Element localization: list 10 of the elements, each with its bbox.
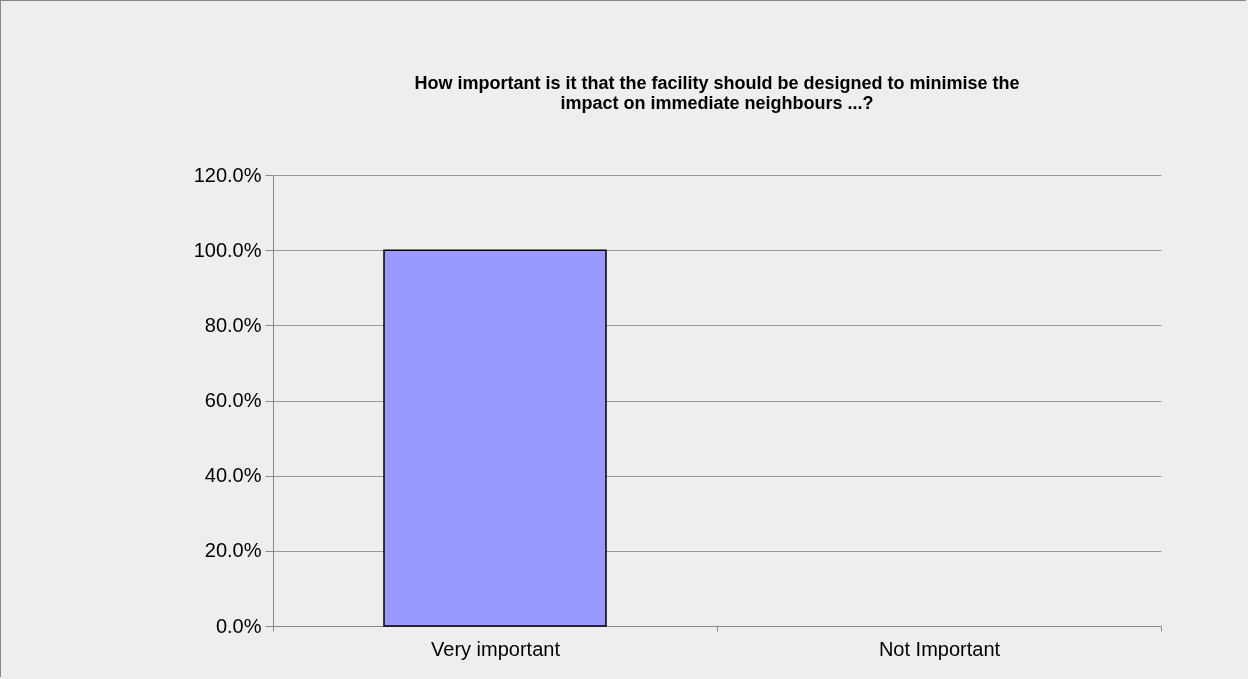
y-tick-label: 0.0% xyxy=(215,614,262,637)
y-tick-label: 20.0% xyxy=(204,539,262,562)
x-tick-label: Not Important xyxy=(878,637,1001,660)
y-tick-label: 80.0% xyxy=(204,313,262,336)
x-tick-label: Very important xyxy=(431,637,561,660)
y-tick-label: 120.0% xyxy=(193,163,262,186)
y-tick-label: 60.0% xyxy=(204,389,262,411)
chart-title: How important is it that the facility should be designed to minimise the impact on immediate neighbours ...? xyxy=(414,73,1020,113)
y-tick-label: 100.0% xyxy=(193,238,262,261)
y-tick-label: 40.0% xyxy=(204,464,262,487)
